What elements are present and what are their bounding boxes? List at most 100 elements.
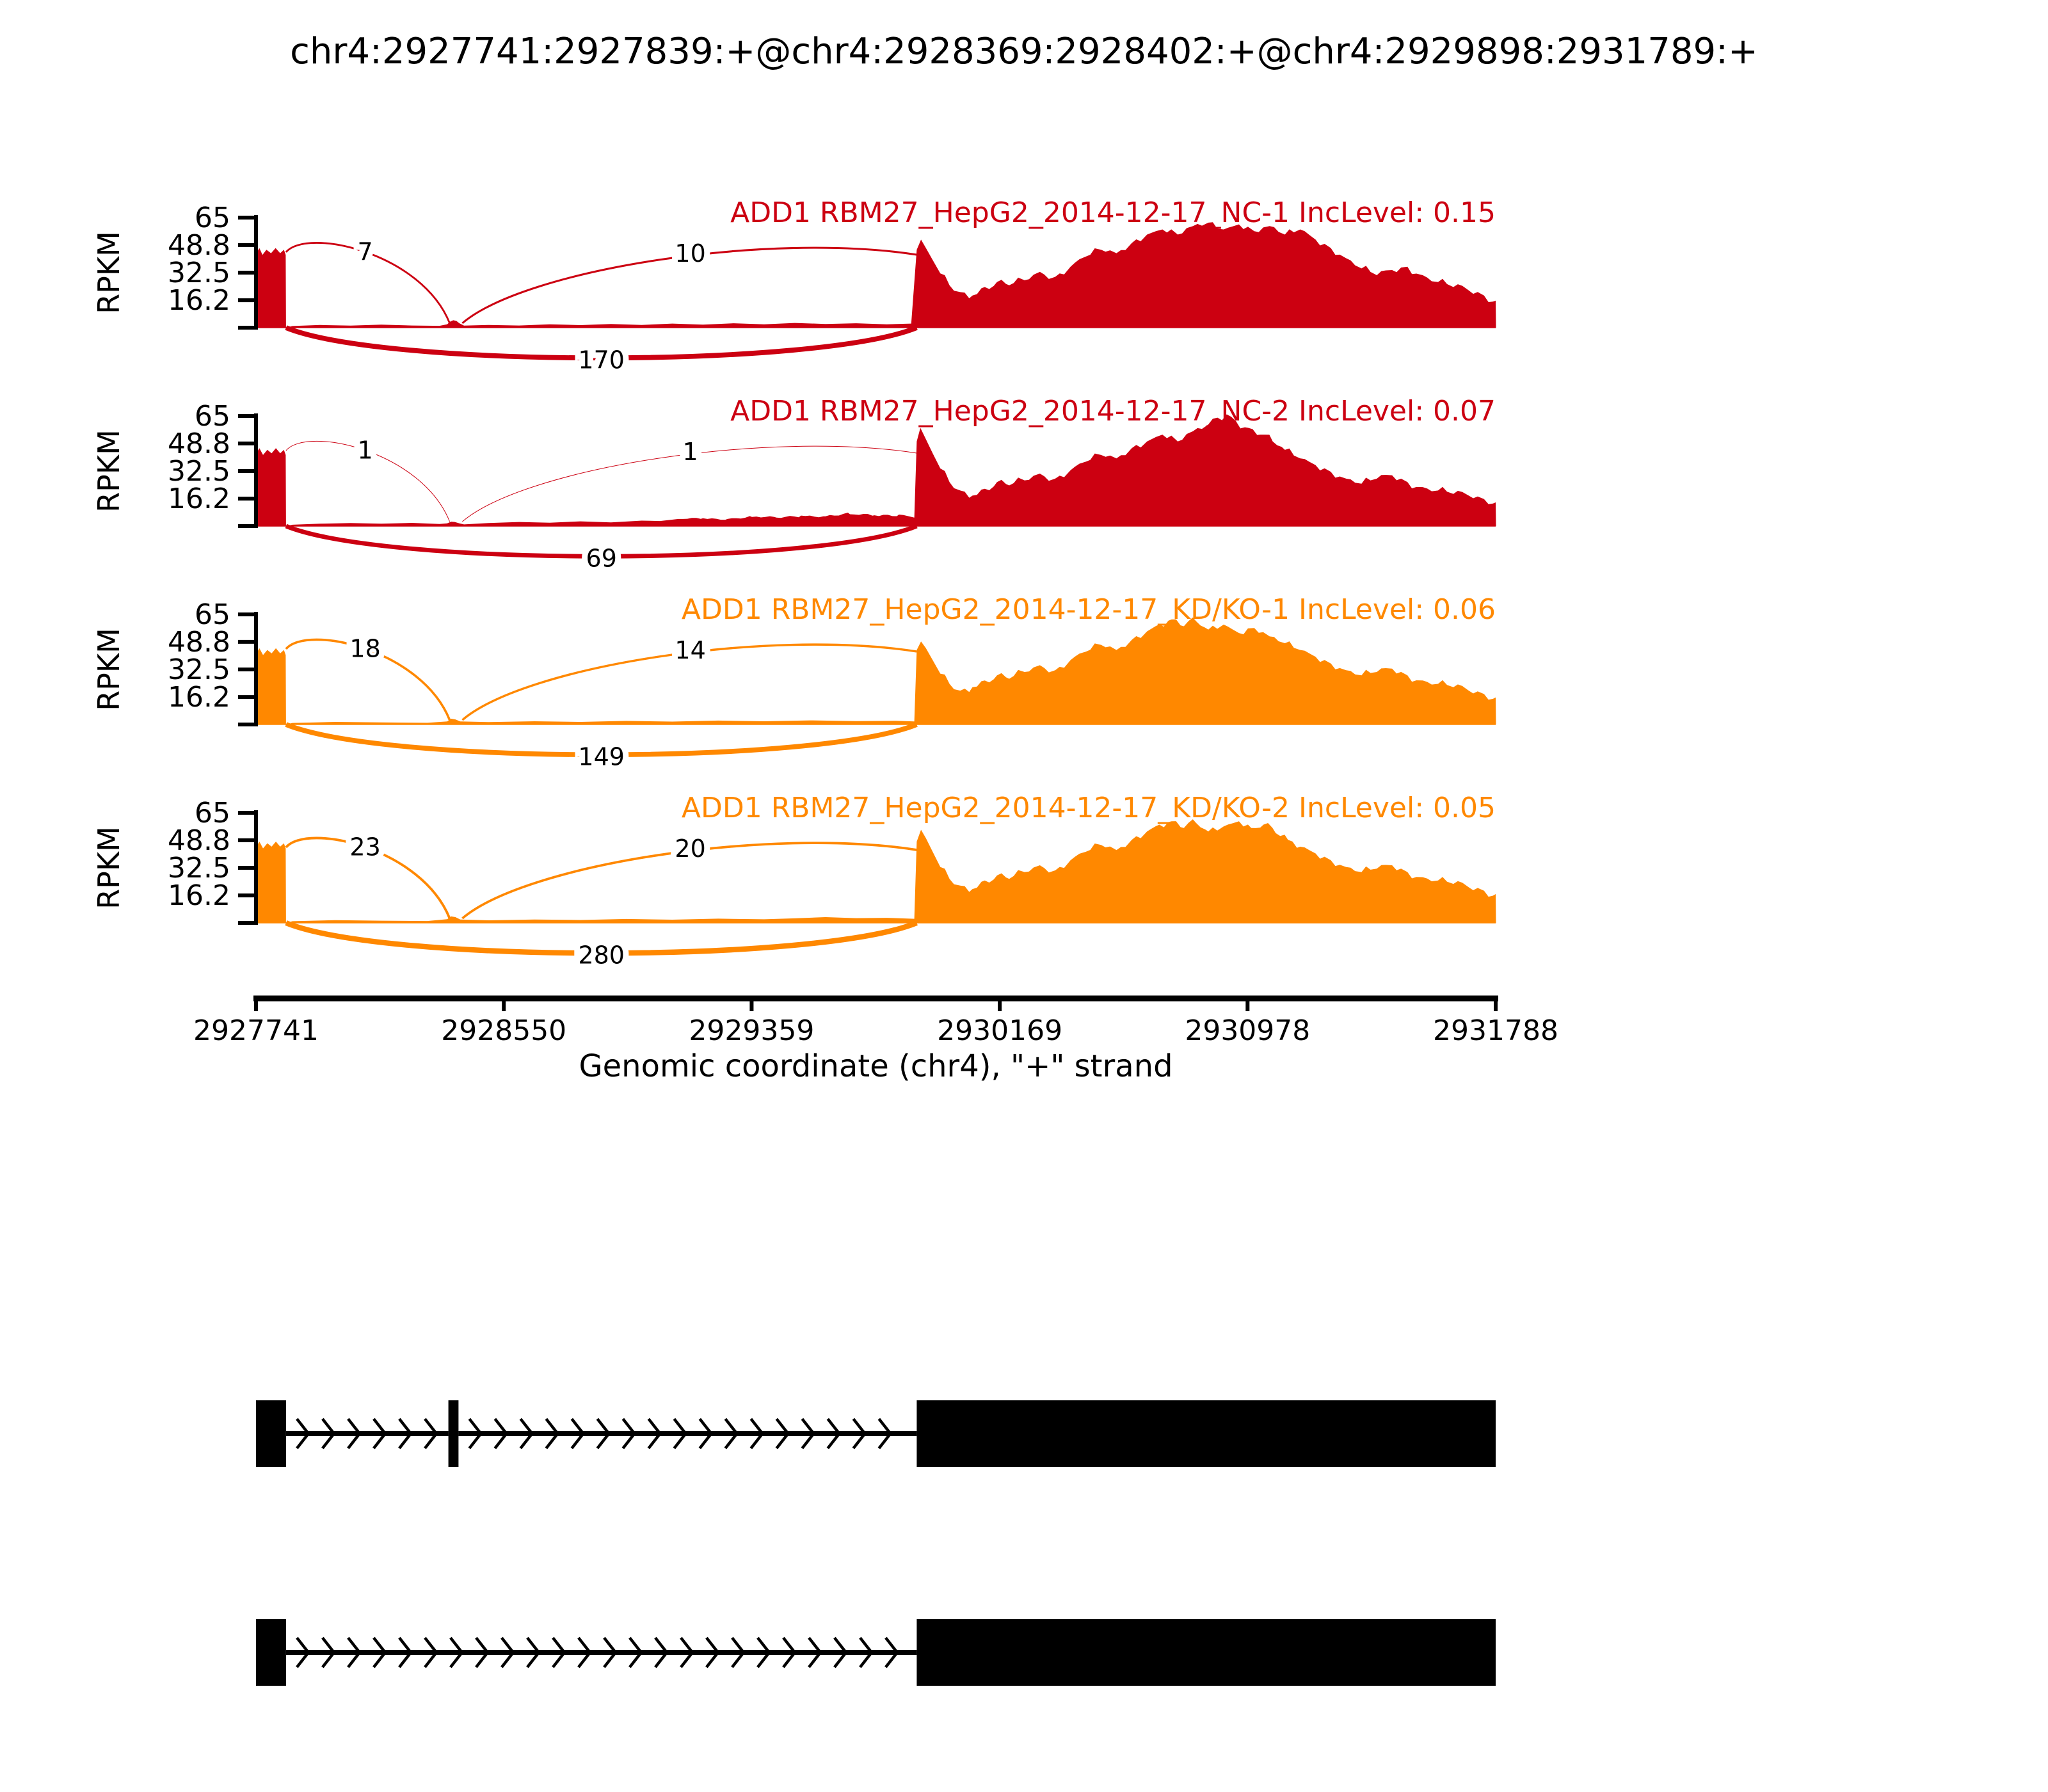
strand-arrow bbox=[475, 1636, 490, 1668]
junction-arc bbox=[285, 440, 451, 522]
strand-arrow bbox=[372, 1418, 387, 1450]
junction-count-label: 14 bbox=[675, 636, 705, 664]
y-tick-label: 16.2 bbox=[168, 879, 230, 912]
junction-count-label: 280 bbox=[578, 941, 625, 969]
strand-arrow bbox=[321, 1418, 336, 1450]
y-axis-label: RPKM bbox=[92, 826, 126, 909]
strand-arrow bbox=[552, 1636, 566, 1668]
y-tick-label: 65 bbox=[195, 797, 230, 829]
strand-arrow bbox=[833, 1636, 848, 1668]
junction-arc bbox=[285, 524, 918, 559]
strand-arrow bbox=[372, 1636, 387, 1668]
junction-count-label: 170 bbox=[578, 346, 625, 374]
strand-arrow bbox=[468, 1418, 483, 1450]
y-tick-label: 16.2 bbox=[168, 681, 230, 714]
strand-arrow bbox=[826, 1418, 842, 1450]
track-title: ADD1 RBM27_HepG2_2014-12-17_NC-1 IncLeve… bbox=[730, 196, 1496, 229]
y-tick-label: 48.8 bbox=[168, 824, 230, 857]
strand-arrow bbox=[775, 1418, 790, 1450]
junction-arc bbox=[285, 325, 918, 361]
strand-arrow bbox=[577, 1636, 592, 1668]
strand-arrow bbox=[398, 1418, 413, 1450]
track-title: ADD1 RBM27_HepG2_2014-12-17_KD/KO-2 IncL… bbox=[682, 792, 1496, 824]
strand-arrow bbox=[296, 1418, 310, 1450]
x-axis: 2927741 2928550 2929359 2930169 2930978 29317… bbox=[193, 995, 1558, 1084]
exon-box bbox=[256, 1619, 286, 1686]
strand-arrow bbox=[782, 1636, 797, 1668]
x-tick-label: 2930169 bbox=[937, 1014, 1062, 1047]
y-tick-label: 65 bbox=[195, 598, 230, 631]
exon-box bbox=[916, 1400, 1496, 1467]
y-axis-label: RPKM bbox=[92, 628, 126, 711]
junction-count-label: 1 bbox=[683, 438, 698, 466]
junction-count-label: 18 bbox=[349, 635, 380, 663]
junction-arc bbox=[461, 246, 917, 324]
y-tick-label: 48.8 bbox=[168, 428, 230, 460]
x-tick-label: 2930978 bbox=[1185, 1014, 1310, 1047]
exon-box bbox=[256, 1400, 286, 1467]
junction-count-label: 23 bbox=[349, 833, 380, 861]
strand-arrow bbox=[347, 1418, 362, 1450]
x-tick-label: 2931788 bbox=[1433, 1014, 1558, 1047]
strand-arrow bbox=[621, 1418, 637, 1450]
exon-box bbox=[448, 1400, 459, 1467]
figure-title: chr4:2927741:2927839:+@chr4:2928369:2928… bbox=[290, 31, 1758, 72]
strand-arrow bbox=[526, 1636, 541, 1668]
strand-arrow bbox=[808, 1636, 822, 1668]
strand-arrow bbox=[859, 1636, 874, 1668]
strand-arrow bbox=[347, 1636, 362, 1668]
y-axis-label: RPKM bbox=[92, 429, 126, 513]
junction-arc bbox=[462, 445, 917, 522]
junction-count-label: 69 bbox=[586, 544, 617, 572]
strand-arrow bbox=[877, 1418, 893, 1450]
junction-arc bbox=[285, 638, 451, 721]
strand-arrow bbox=[449, 1636, 464, 1668]
junction-count-label: 7 bbox=[358, 238, 373, 266]
y-tick-label: 32.5 bbox=[168, 852, 230, 884]
track-title: ADD1 RBM27_HepG2_2014-12-17_KD/KO-1 IncL… bbox=[682, 593, 1496, 626]
strand-arrow bbox=[321, 1636, 336, 1668]
junction-arc bbox=[285, 722, 918, 758]
strand-arrow bbox=[628, 1636, 643, 1668]
isoform-1 bbox=[256, 1619, 1496, 1686]
x-tick-label: 2929359 bbox=[689, 1014, 814, 1047]
strand-arrow bbox=[500, 1636, 515, 1668]
junction-arc bbox=[285, 920, 918, 956]
strand-arrow bbox=[756, 1636, 771, 1668]
y-tick-label: 32.5 bbox=[168, 653, 230, 686]
y-tick-label: 32.5 bbox=[168, 455, 230, 488]
junction-count-label: 10 bbox=[675, 239, 705, 268]
strand-arrow bbox=[570, 1418, 586, 1450]
y-tick-label: 48.8 bbox=[168, 626, 230, 659]
junction-count-label: 149 bbox=[578, 742, 625, 771]
strand-arrow bbox=[647, 1418, 662, 1450]
strand-arrow bbox=[705, 1636, 720, 1668]
y-tick-label: 32.5 bbox=[168, 257, 230, 289]
strand-arrow bbox=[493, 1418, 509, 1450]
coverage-area bbox=[256, 414, 1496, 526]
strand-arrow bbox=[296, 1636, 310, 1668]
junction-count-label: 1 bbox=[358, 436, 373, 465]
strand-arrow bbox=[545, 1418, 560, 1450]
junction-arc bbox=[461, 643, 917, 721]
strand-arrow bbox=[398, 1636, 413, 1668]
exon-box bbox=[916, 1619, 1496, 1686]
isoform-0 bbox=[256, 1400, 1496, 1467]
y-tick-label: 65 bbox=[195, 202, 230, 234]
strand-arrow bbox=[424, 1418, 438, 1450]
coverage-area bbox=[256, 819, 1496, 923]
x-tick-label: 2927741 bbox=[193, 1014, 319, 1047]
y-tick-label: 65 bbox=[195, 400, 230, 433]
junction-count-label: 20 bbox=[675, 835, 705, 863]
strand-arrow bbox=[673, 1418, 688, 1450]
y-tick-label: 16.2 bbox=[168, 284, 230, 317]
junction-arc bbox=[285, 836, 451, 919]
y-tick-label: 16.2 bbox=[168, 483, 230, 515]
x-axis-label: Genomic coordinate (chr4), "+" strand bbox=[579, 1048, 1172, 1084]
coverage-area bbox=[256, 222, 1496, 328]
